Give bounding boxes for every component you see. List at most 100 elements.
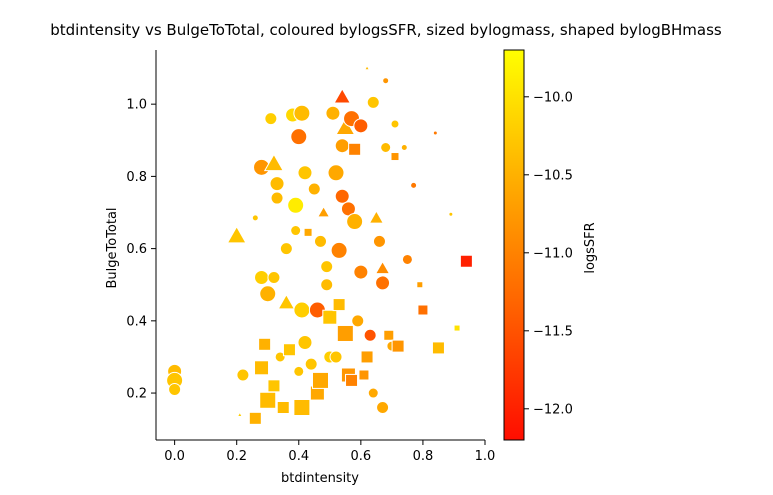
data-point-triangle	[263, 153, 285, 172]
data-point-square	[391, 339, 405, 353]
data-point-circle	[334, 138, 350, 154]
data-point-triangle	[374, 260, 391, 275]
colorbar-tick-label: −12.0	[533, 402, 573, 417]
x-tick-label: 0.6	[351, 449, 372, 464]
data-point-circle	[375, 275, 391, 291]
data-point-circle	[353, 118, 369, 134]
data-point-square	[254, 360, 270, 376]
points-layer	[166, 64, 473, 425]
data-point-circle	[314, 234, 327, 248]
data-point-square	[459, 254, 473, 268]
data-point-circle	[279, 242, 293, 256]
data-point-square	[383, 329, 395, 341]
data-point-circle	[293, 365, 305, 377]
x-tick-label: 0.8	[413, 449, 434, 464]
data-point-circle	[330, 241, 348, 259]
data-point-circle	[401, 253, 413, 265]
x-tick-label: 0.2	[226, 449, 247, 464]
x-ticks: 0.0 0.2 0.4 0.6 0.8 1.0	[164, 440, 495, 464]
colorbar-tick-label: −10.0	[533, 90, 573, 105]
data-point-circle	[307, 182, 321, 196]
data-point-circle	[367, 387, 379, 399]
data-point-square	[417, 304, 429, 316]
data-point-triangle	[333, 87, 352, 104]
y-tick-label: 0.4	[126, 314, 147, 329]
colorbar-tick-label: −11.5	[533, 324, 573, 339]
colorbar-label: logsSFR	[583, 222, 598, 273]
colorbar-tick-label: −10.5	[533, 168, 573, 183]
colorbar: −10.0 −10.5 −11.0 −11.5 −12.0 logsSFR	[503, 49, 598, 441]
data-point-circle	[366, 95, 380, 109]
data-point-circle	[297, 335, 313, 350]
data-point-circle	[270, 191, 284, 205]
data-point-square	[282, 343, 296, 357]
data-point-square	[248, 411, 262, 425]
data-point-triangle	[226, 225, 247, 244]
data-point-circle	[264, 112, 278, 126]
data-point-square	[303, 227, 313, 237]
data-point-square	[322, 309, 338, 325]
axes-layer	[155, 50, 485, 441]
colorbar-gradient	[503, 49, 525, 441]
data-point-circle	[287, 196, 305, 214]
chart-title: btdintensity vs BulgeToTotal, coloured b…	[50, 21, 722, 39]
data-point-circle	[259, 285, 277, 303]
data-point-square	[312, 371, 329, 389]
data-point-circle	[304, 357, 318, 371]
data-point-circle	[293, 104, 311, 122]
data-point-circle	[290, 128, 308, 146]
data-point-circle	[410, 181, 418, 189]
x-tick-label: 1.0	[475, 449, 496, 464]
data-point-circle	[334, 188, 350, 204]
data-point-circle	[274, 351, 286, 363]
data-point-square	[453, 324, 461, 332]
data-point-circle	[376, 401, 390, 414]
data-point-square	[259, 391, 277, 409]
data-point-square	[360, 350, 374, 364]
data-point-square	[390, 152, 400, 162]
data-point-circle	[168, 382, 182, 396]
y-tick-label: 1.0	[126, 98, 147, 113]
y-ticks: 0.2 0.4 0.6 0.8 1.0	[126, 98, 156, 402]
data-point-circle	[390, 119, 400, 129]
data-point-triangle	[363, 64, 371, 71]
y-tick-label: 0.6	[126, 242, 147, 257]
data-point-square	[348, 142, 362, 156]
data-point-circle	[325, 105, 341, 121]
data-point-circle	[432, 130, 438, 136]
x-axis-label: btdintensity	[281, 471, 359, 486]
data-point-square	[431, 341, 445, 355]
data-point-square	[293, 399, 311, 416]
data-point-circle	[297, 165, 313, 181]
x-tick-label: 0.0	[164, 449, 185, 464]
data-point-circle	[363, 328, 377, 342]
data-point-circle	[329, 350, 343, 364]
data-point-square	[345, 373, 359, 387]
data-point-circle	[320, 260, 334, 274]
data-point-circle	[254, 270, 270, 285]
data-point-square	[358, 369, 370, 381]
y-tick-label: 0.8	[126, 170, 147, 185]
data-point-circle	[346, 213, 364, 231]
data-point-circle	[400, 144, 408, 151]
data-point-circle	[251, 214, 259, 222]
data-point-circle	[327, 164, 345, 182]
data-point-square	[267, 379, 281, 393]
data-point-circle	[236, 368, 250, 382]
data-point-circle	[448, 211, 454, 217]
data-point-triangle	[277, 293, 296, 310]
data-point-triangle	[316, 205, 331, 218]
data-point-triangle	[368, 210, 385, 224]
data-point-circle	[382, 77, 390, 85]
colorbar-tick-label: −11.0	[533, 246, 573, 261]
x-tick-label: 0.4	[288, 449, 309, 464]
colorbar-ticks: −10.0 −10.5 −11.0 −11.5 −12.0	[524, 90, 573, 417]
data-point-square	[336, 324, 354, 342]
data-point-circle	[372, 234, 386, 248]
data-point-triangle	[236, 411, 243, 417]
data-point-circle	[351, 314, 365, 328]
data-point-circle	[269, 176, 285, 192]
data-point-square	[276, 401, 290, 414]
data-point-circle	[320, 278, 334, 292]
